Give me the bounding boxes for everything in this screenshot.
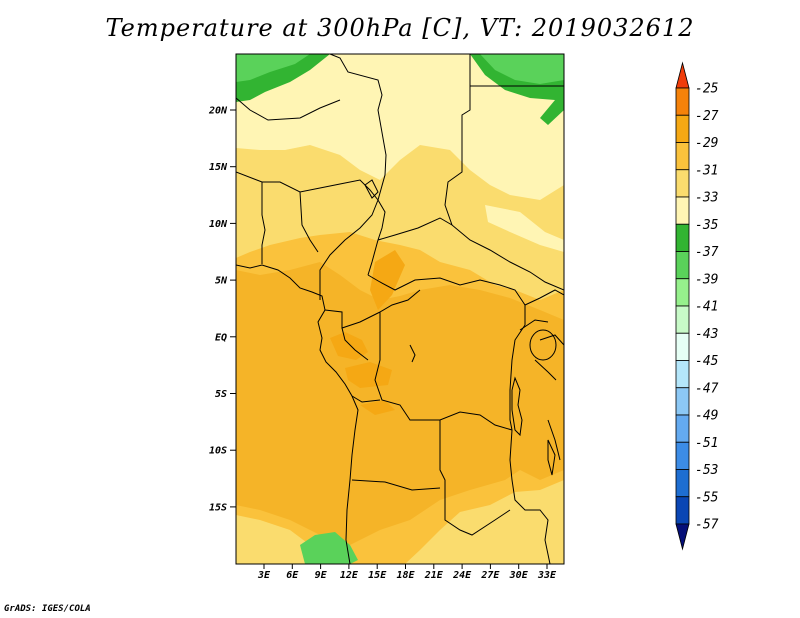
colorbar-segment: [675, 169, 690, 198]
country-borders: [236, 54, 564, 564]
lat-tick-label: 5N: [215, 276, 228, 287]
longitude-axis: 3E 6E 9E 12E 15E 18E 21E 24E 27E 30E 33E: [257, 564, 557, 581]
colorbar-label: -55: [695, 490, 719, 505]
latitude-axis: 20N 15N 10N 5N EQ 5S 10S 15S: [208, 106, 236, 513]
lat-tick-label: 10N: [209, 219, 228, 230]
colorbar-segment: [675, 441, 690, 470]
colorbar-label: -51: [695, 436, 718, 451]
lon-tick-label: 27E: [480, 570, 500, 581]
colorbar-label: -27: [695, 109, 719, 124]
lon-tick-label: 12E: [340, 570, 359, 581]
colorbar-top-arrow: [675, 61, 690, 89]
grads-credit: GrADS: IGES/COLA: [4, 604, 91, 614]
lon-tick-label: 15E: [368, 570, 387, 581]
colorbar-segment: [675, 251, 690, 280]
temp-streak-east: [485, 205, 564, 252]
temp-band-minus37-northeast: [480, 54, 564, 84]
colorbar-segment: [675, 496, 690, 525]
temp-band-minus33: [236, 54, 564, 200]
colorbar-segment: [675, 360, 690, 389]
temp-band-minus31-southeast: [405, 480, 564, 564]
colorbar-segment: [675, 87, 690, 116]
map-panel: [236, 54, 564, 564]
colorbar-segment: [675, 387, 690, 416]
colorbar-label: -41: [695, 300, 718, 315]
lat-tick-label: 10S: [209, 446, 227, 457]
colorbar-label: -47: [695, 381, 719, 396]
colorbar-label: -49: [695, 409, 718, 424]
lat-tick-label: 15S: [209, 502, 227, 513]
colorbar-label: -37: [695, 245, 719, 260]
lat-tick-label: EQ: [215, 332, 227, 343]
temp-patch-minus27-c: [370, 250, 405, 310]
colorbar-segment: [675, 278, 690, 307]
colorbar-bottom-arrow: [675, 523, 690, 551]
lakes: [364, 179, 557, 476]
lon-tick-label: 21E: [424, 570, 444, 581]
temp-band-minus37-north: [236, 54, 310, 82]
colorbar-label: -39: [695, 272, 718, 287]
lon-tick-label: 30E: [509, 570, 529, 581]
colorbar-label: -57: [695, 518, 719, 533]
colorbar-label: -25: [695, 82, 719, 97]
temp-patch-minus27-d: [360, 400, 395, 415]
colorbar: -25 -27 -29 -31 -33 -35 -37 -39 -41 -43 -45 -47 -49 -…: [675, 61, 719, 551]
lon-tick-label: 3E: [257, 570, 271, 581]
lon-tick-label: 18E: [396, 570, 415, 581]
lat-tick-label: 20N: [208, 106, 228, 117]
colorbar-label: -29: [695, 136, 718, 151]
lat-tick-label: 5S: [215, 389, 227, 400]
colorbar-segment: [675, 305, 690, 334]
temp-band-minus37-southwest: [300, 532, 358, 564]
colorbar-label: -45: [695, 354, 719, 369]
colorbar-segment: [675, 196, 690, 225]
colorbar-label: -53: [695, 463, 718, 478]
colorbar-label: -35: [695, 218, 719, 233]
colorbar-segment: [675, 142, 690, 171]
map-title: Temperature at 300hPa [C], VT: 201903261…: [105, 14, 695, 42]
colorbar-segment: [675, 223, 690, 252]
lon-tick-label: 24E: [452, 570, 472, 581]
colorbar-segment: [675, 332, 690, 361]
colorbar-segment: [675, 469, 690, 498]
colorbar-label: -31: [695, 163, 718, 178]
colorbar-label: -43: [695, 327, 718, 342]
lon-tick-label: 9E: [315, 570, 328, 581]
lon-tick-label: 33E: [537, 570, 557, 581]
colorbar-label: -33: [695, 191, 718, 206]
temp-patch-minus27-b: [345, 362, 392, 388]
map-frame: [235, 53, 565, 565]
colorbar-segment: [675, 414, 690, 443]
temp-band-minus29-south: [236, 262, 564, 545]
lon-tick-label: 6E: [286, 570, 299, 581]
colorbar-segment: [675, 114, 690, 143]
lat-tick-label: 15N: [209, 162, 228, 173]
